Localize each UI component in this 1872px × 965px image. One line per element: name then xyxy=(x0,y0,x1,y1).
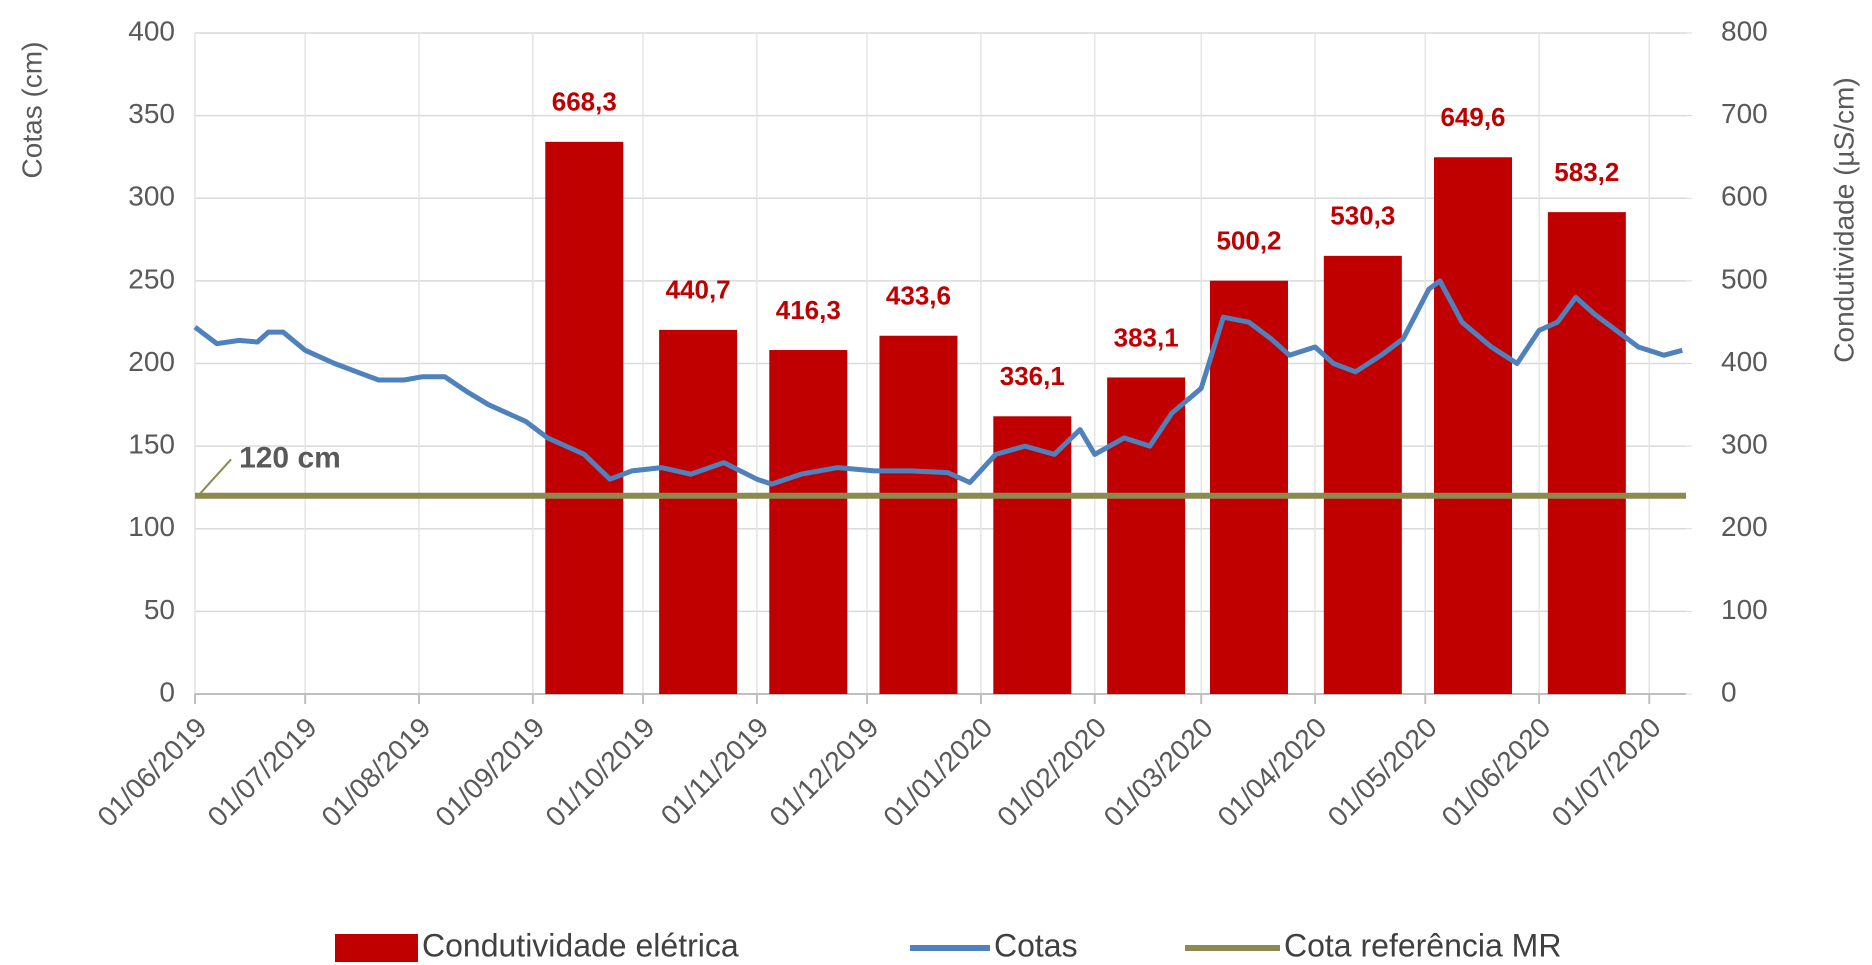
y2-tick-label: 800 xyxy=(1721,15,1768,46)
x-tick-label: 01/05/2020 xyxy=(1322,712,1443,833)
y-tick-label: 350 xyxy=(128,98,175,129)
bar xyxy=(545,141,624,694)
annotation: 120 cm xyxy=(239,441,341,474)
x-tick-label: 01/07/2019 xyxy=(202,712,323,833)
value-label: 433,6 xyxy=(886,281,951,311)
y-tick-label: 50 xyxy=(144,594,175,625)
bar xyxy=(1107,377,1186,694)
value-label: 383,1 xyxy=(1114,322,1179,352)
x-tick-label: 01/01/2020 xyxy=(877,712,998,833)
y-tick-label: 100 xyxy=(128,511,175,542)
value-label: 416,3 xyxy=(776,295,841,325)
y2-tick-label: 300 xyxy=(1721,429,1768,460)
y2-tick-label: 100 xyxy=(1721,594,1768,625)
bar xyxy=(879,335,958,694)
y2-tick-label: 500 xyxy=(1721,263,1768,294)
y-tick-label: 0 xyxy=(159,676,175,707)
bar xyxy=(1323,255,1402,694)
value-label: 500,2 xyxy=(1216,226,1281,256)
y-tick-label: 300 xyxy=(128,181,175,212)
value-label: 668,3 xyxy=(552,87,617,117)
legend-label: Cota referência MR xyxy=(1284,927,1561,963)
x-tick-label: 01/06/2019 xyxy=(91,712,212,833)
value-label: 440,7 xyxy=(666,275,731,305)
x-tick-label: 01/02/2020 xyxy=(991,712,1112,833)
y2-tick-label: 600 xyxy=(1721,181,1768,212)
x-tick-label: 01/12/2019 xyxy=(764,712,885,833)
x-tick-label: 01/07/2020 xyxy=(1546,712,1667,833)
y-axis-label: Cotas (cm) xyxy=(16,42,47,179)
y-tick-label: 250 xyxy=(128,263,175,294)
y2-tick-label: 700 xyxy=(1721,98,1768,129)
y-tick-label: 150 xyxy=(128,429,175,460)
y2-tick-label: 400 xyxy=(1721,346,1768,377)
bar xyxy=(1209,280,1288,694)
legend-swatch xyxy=(335,934,418,962)
x-tick-label: 01/06/2020 xyxy=(1436,712,1557,833)
bar xyxy=(659,329,738,694)
y2-axis-label: Condutividade (µS/cm) xyxy=(1828,77,1859,362)
x-tick-label: 01/04/2020 xyxy=(1212,712,1333,833)
legend-label: Cotas xyxy=(994,927,1078,963)
y-tick-label: 200 xyxy=(128,346,175,377)
annotation-leader xyxy=(199,458,232,495)
value-label: 649,6 xyxy=(1440,102,1505,132)
y2-tick-label: 200 xyxy=(1721,511,1768,542)
bar xyxy=(993,416,1072,694)
value-label: 583,2 xyxy=(1554,157,1619,187)
bar xyxy=(1547,212,1626,695)
x-tick-label: 01/10/2019 xyxy=(539,712,660,833)
y-tick-label: 400 xyxy=(128,15,175,46)
x-tick-label: 01/03/2020 xyxy=(1098,712,1219,833)
value-label: 336,1 xyxy=(1000,361,1065,391)
value-label: 530,3 xyxy=(1330,201,1395,231)
line xyxy=(193,278,1683,487)
bar xyxy=(769,350,848,694)
x-tick-label: 01/09/2019 xyxy=(429,712,550,833)
x-tick-label: 01/08/2019 xyxy=(315,712,436,833)
legend-label: Condutividade elétrica xyxy=(422,927,739,963)
x-tick-label: 01/11/2019 xyxy=(655,712,775,832)
bar xyxy=(1434,157,1512,694)
y2-tick-label: 0 xyxy=(1721,676,1737,707)
